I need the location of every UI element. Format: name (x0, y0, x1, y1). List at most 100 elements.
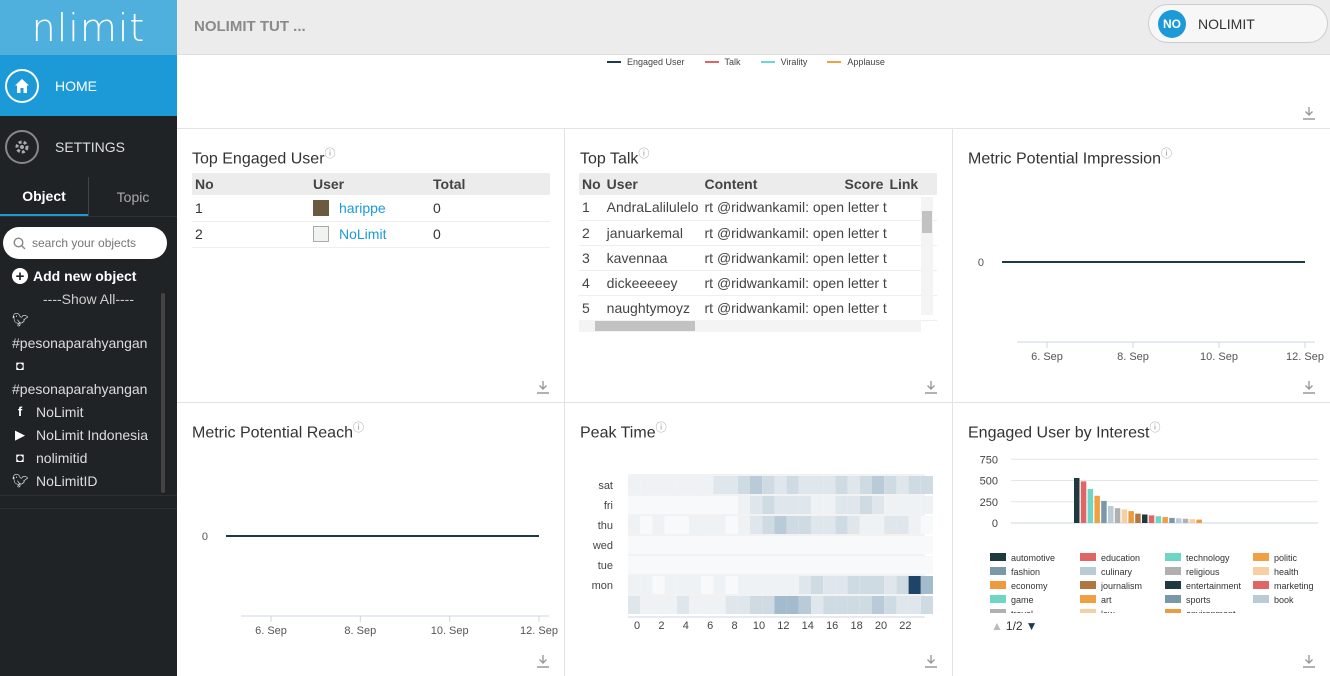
cell-user[interactable]: AndraLalilulelo (603, 195, 702, 221)
download-icon[interactable] (924, 380, 938, 394)
column-header[interactable]: Score (841, 173, 887, 195)
bar (1121, 509, 1128, 523)
info-icon[interactable]: ⓘ (638, 148, 650, 160)
y-tick-label: sat (598, 480, 613, 492)
bar (1176, 518, 1182, 523)
heatmap-cell (872, 476, 885, 494)
heatmap-cell (859, 516, 872, 534)
heatmap-cell (920, 596, 933, 614)
nav-settings-label: SETTINGS (55, 138, 126, 155)
column-header[interactable]: User (603, 173, 702, 195)
column-header[interactable]: User (310, 173, 430, 195)
column-header[interactable]: Content (701, 173, 842, 195)
legend-item[interactable]: Talk (704, 57, 741, 67)
heatmap-cell (920, 496, 933, 514)
user-link[interactable]: NoLimit (339, 226, 387, 242)
youtube-icon: ▶ (15, 426, 25, 442)
heatmap-cell (798, 536, 811, 554)
nav-home[interactable]: HOME (0, 55, 177, 116)
tab-object[interactable]: Object (0, 177, 88, 216)
horizontal-scrollbar[interactable] (579, 320, 921, 332)
list-item[interactable]: 🐦︎ (12, 308, 177, 331)
search-icon (13, 236, 26, 249)
list-item[interactable]: 🐦︎ NoLimitID (12, 469, 177, 492)
show-all-link[interactable]: ----Show All---- (43, 291, 134, 307)
cell-user[interactable]: naughtymoyz (603, 295, 702, 321)
heatmap-cell (689, 536, 702, 554)
legend-item[interactable]: Virality (760, 57, 807, 67)
user-menu[interactable]: NO NOLIMIT (1148, 4, 1328, 43)
heatmap-cell (640, 596, 653, 614)
cell-user[interactable]: kavennaa (603, 245, 702, 271)
list-item[interactable]: ◘ (12, 354, 177, 377)
heatmap-cell (701, 536, 714, 554)
search-input[interactable] (32, 236, 157, 250)
list-item[interactable]: ◘ nolimitid (12, 446, 177, 469)
info-icon[interactable]: ⓘ (1149, 422, 1161, 434)
info-icon[interactable]: ⓘ (324, 148, 336, 160)
x-tick-label: 12 (777, 620, 789, 632)
list-item[interactable]: ▶ NoLimit Indonesia (12, 423, 177, 446)
gear-icon (5, 129, 39, 164)
scrollbar-thumb[interactable] (595, 321, 695, 331)
info-icon[interactable]: ⓘ (655, 422, 667, 434)
list-item[interactable]: f NoLimit (12, 400, 177, 423)
heatmap-cell (676, 596, 689, 614)
legend-swatch (1165, 581, 1181, 589)
column-header[interactable]: No (579, 173, 604, 195)
bar (1108, 506, 1114, 523)
info-icon[interactable]: ⓘ (352, 422, 364, 434)
heatmap-cell (884, 516, 897, 534)
column-header[interactable]: No (192, 173, 310, 195)
tab-topic[interactable]: Topic (88, 177, 177, 216)
download-icon[interactable] (1302, 106, 1316, 120)
cell-user[interactable]: januarkemal (603, 220, 702, 246)
add-object-button[interactable]: + Add new object (0, 268, 177, 284)
x-tick-label: 10. Sep (431, 625, 469, 637)
legend-label: automotive (1011, 553, 1055, 563)
column-header[interactable]: Total (430, 173, 550, 195)
heatmap-cell (847, 496, 860, 514)
scrollbar-thumb[interactable] (922, 211, 932, 233)
download-icon[interactable] (536, 654, 550, 668)
heatmap-cell (872, 596, 885, 614)
heatmap-cell (823, 536, 836, 554)
legend-item[interactable]: Engaged User (607, 57, 685, 67)
download-icon[interactable] (1302, 654, 1316, 668)
x-tick-label: 20 (875, 620, 887, 632)
download-icon[interactable] (1302, 380, 1316, 394)
heatmap-cell (762, 596, 775, 614)
pager-prev-icon[interactable]: ▲ (991, 619, 1003, 633)
cell-user[interactable]: dickeeeeey (603, 270, 702, 296)
info-icon[interactable]: ⓘ (1160, 148, 1172, 160)
cell-no: 2 (192, 221, 310, 248)
twitter-icon: 🐦︎ (12, 472, 29, 488)
download-icon[interactable] (924, 654, 938, 668)
nav-settings[interactable]: SETTINGS (0, 116, 177, 177)
heatmap-cell (725, 536, 738, 554)
heatmap-cell (652, 536, 665, 554)
user-link[interactable]: harippe (339, 199, 386, 216)
legend-item[interactable]: Applause (827, 57, 885, 67)
bar (1087, 489, 1094, 523)
heatmap-cell (920, 576, 933, 594)
x-tick-label: 18 (850, 620, 862, 632)
heatmap-cell (701, 516, 714, 534)
heatmap-cell (847, 516, 860, 534)
logo[interactable]: nlimit (0, 0, 177, 55)
pager-next-icon[interactable]: ▼ (1025, 619, 1038, 633)
object-list-scrollbar[interactable] (161, 293, 165, 493)
bar (1196, 519, 1202, 523)
heatmap-cell (884, 556, 897, 574)
heatmap-cell (750, 596, 763, 614)
vertical-scrollbar[interactable] (921, 197, 933, 315)
metric-impression-panel: Metric Potential Impressionⓘ 6. Sep 8. Se… (953, 129, 1330, 403)
cell-no: 1 (579, 195, 604, 221)
list-item[interactable]: #pesonaparahyangan (12, 377, 177, 400)
column-header[interactable]: Link (886, 173, 937, 195)
heatmap-cell (640, 536, 653, 554)
download-icon[interactable] (536, 380, 550, 394)
list-item[interactable]: #pesonaparahyangan (12, 331, 177, 354)
heatmap-cell (750, 536, 763, 554)
cell-total: 0 (430, 221, 550, 248)
